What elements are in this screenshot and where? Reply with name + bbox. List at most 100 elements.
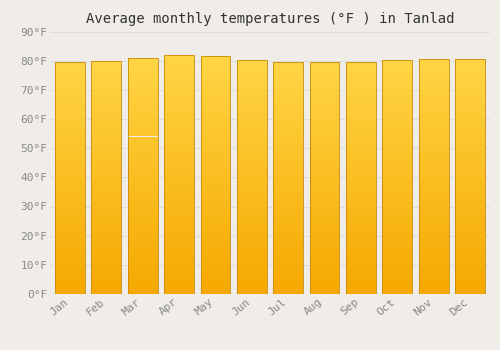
- Bar: [128, 235, 158, 239]
- Bar: [55, 92, 85, 96]
- Bar: [382, 122, 412, 127]
- Bar: [418, 58, 448, 63]
- Bar: [274, 190, 303, 194]
- Bar: [92, 216, 122, 220]
- Bar: [128, 176, 158, 180]
- Bar: [346, 135, 376, 139]
- Bar: [164, 159, 194, 162]
- Bar: [418, 235, 448, 239]
- Bar: [274, 244, 303, 247]
- Bar: [346, 170, 376, 174]
- Bar: [55, 186, 85, 189]
- Bar: [310, 62, 340, 66]
- Bar: [92, 123, 122, 127]
- Bar: [382, 232, 412, 236]
- Bar: [455, 110, 485, 114]
- Bar: [55, 174, 85, 178]
- Bar: [274, 170, 303, 174]
- Bar: [200, 226, 230, 230]
- Bar: [55, 108, 85, 112]
- Bar: [237, 76, 266, 80]
- Bar: [128, 191, 158, 196]
- Bar: [418, 204, 448, 208]
- Bar: [164, 87, 194, 91]
- Bar: [274, 66, 303, 70]
- Bar: [455, 247, 485, 251]
- Bar: [164, 71, 194, 75]
- Bar: [55, 150, 85, 154]
- Bar: [128, 164, 158, 168]
- Bar: [164, 178, 194, 182]
- Bar: [455, 271, 485, 274]
- Bar: [237, 99, 266, 103]
- Bar: [200, 64, 230, 68]
- Bar: [164, 79, 194, 83]
- Bar: [455, 94, 485, 99]
- Bar: [55, 85, 85, 89]
- Bar: [92, 127, 122, 131]
- Bar: [164, 127, 194, 131]
- Bar: [310, 248, 340, 252]
- Bar: [128, 259, 158, 262]
- Bar: [128, 188, 158, 191]
- Bar: [200, 290, 230, 294]
- Bar: [310, 151, 340, 155]
- Bar: [164, 142, 194, 147]
- Bar: [128, 70, 158, 74]
- Bar: [128, 243, 158, 247]
- Bar: [128, 223, 158, 227]
- Bar: [418, 106, 448, 110]
- Bar: [310, 182, 340, 186]
- Bar: [128, 121, 158, 125]
- Bar: [237, 216, 266, 220]
- Bar: [92, 65, 122, 69]
- Bar: [164, 83, 194, 87]
- Bar: [128, 231, 158, 235]
- Bar: [418, 259, 448, 262]
- Bar: [418, 168, 448, 173]
- Bar: [274, 128, 303, 132]
- Bar: [455, 278, 485, 282]
- Bar: [346, 209, 376, 213]
- Bar: [200, 270, 230, 274]
- Bar: [92, 205, 122, 209]
- Bar: [164, 63, 194, 67]
- Bar: [274, 151, 303, 155]
- Bar: [274, 194, 303, 197]
- Bar: [346, 162, 376, 166]
- Bar: [310, 220, 340, 224]
- Bar: [164, 270, 194, 274]
- Bar: [55, 220, 85, 224]
- Bar: [455, 181, 485, 184]
- Bar: [418, 121, 448, 125]
- Bar: [346, 193, 376, 197]
- Bar: [310, 252, 340, 255]
- Bar: [455, 106, 485, 110]
- Bar: [237, 64, 266, 68]
- Bar: [164, 290, 194, 294]
- Bar: [346, 73, 376, 77]
- Bar: [92, 275, 122, 279]
- Bar: [237, 134, 266, 138]
- Bar: [237, 247, 266, 251]
- Bar: [92, 212, 122, 216]
- Bar: [310, 132, 340, 135]
- Bar: [237, 279, 266, 282]
- Bar: [310, 236, 340, 240]
- Bar: [418, 78, 448, 82]
- Bar: [310, 139, 340, 143]
- Bar: [274, 267, 303, 271]
- Bar: [455, 239, 485, 243]
- Bar: [274, 201, 303, 205]
- Bar: [92, 92, 122, 96]
- Bar: [310, 101, 340, 105]
- Bar: [55, 131, 85, 135]
- Bar: [237, 290, 266, 294]
- Bar: [55, 135, 85, 139]
- Bar: [418, 180, 448, 184]
- Bar: [274, 259, 303, 263]
- Bar: [346, 108, 376, 112]
- Bar: [92, 247, 122, 251]
- Bar: [200, 238, 230, 242]
- Bar: [237, 158, 266, 162]
